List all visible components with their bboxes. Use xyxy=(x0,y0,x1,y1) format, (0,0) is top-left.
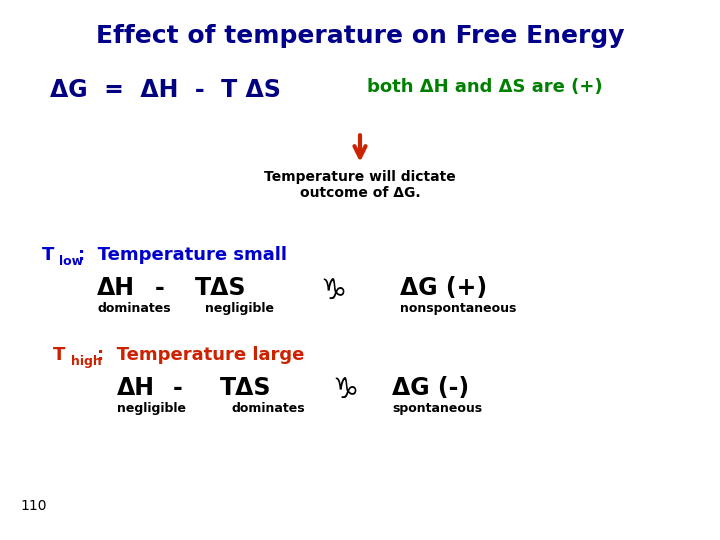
Text: -: - xyxy=(173,376,183,400)
Text: TΔS: TΔS xyxy=(220,376,271,400)
Text: TΔS: TΔS xyxy=(194,276,246,300)
Text: Effect of temperature on Free Energy: Effect of temperature on Free Energy xyxy=(96,24,624,48)
Text: :  Temperature large: : Temperature large xyxy=(97,346,305,363)
Text: dominates: dominates xyxy=(232,402,305,415)
Text: ΔG (+): ΔG (+) xyxy=(400,276,487,300)
Text: ΔH: ΔH xyxy=(97,276,135,300)
Text: negligible: negligible xyxy=(117,402,186,415)
Text: ΔG (-): ΔG (-) xyxy=(392,376,469,400)
Text: T: T xyxy=(53,346,66,363)
Text: both ΔH and ΔS are (+): both ΔH and ΔS are (+) xyxy=(367,78,603,96)
Text: -: - xyxy=(155,276,165,300)
Text: ♑: ♑ xyxy=(333,376,359,404)
Text: low: low xyxy=(59,255,84,268)
Text: negligible: negligible xyxy=(205,302,274,315)
Text: spontaneous: spontaneous xyxy=(392,402,482,415)
Text: 110: 110 xyxy=(20,500,47,514)
Text: high: high xyxy=(71,355,102,368)
Text: ΔH: ΔH xyxy=(117,376,155,400)
Text: T: T xyxy=(42,246,54,264)
Text: ΔG  =  ΔH  -  T ΔS: ΔG = ΔH - T ΔS xyxy=(50,78,282,102)
Text: Temperature will dictate
outcome of ΔG.: Temperature will dictate outcome of ΔG. xyxy=(264,170,456,200)
Text: :  Temperature small: : Temperature small xyxy=(78,246,287,264)
Text: dominates: dominates xyxy=(97,302,171,315)
Text: nonspontaneous: nonspontaneous xyxy=(400,302,516,315)
Text: ♑: ♑ xyxy=(320,276,346,305)
